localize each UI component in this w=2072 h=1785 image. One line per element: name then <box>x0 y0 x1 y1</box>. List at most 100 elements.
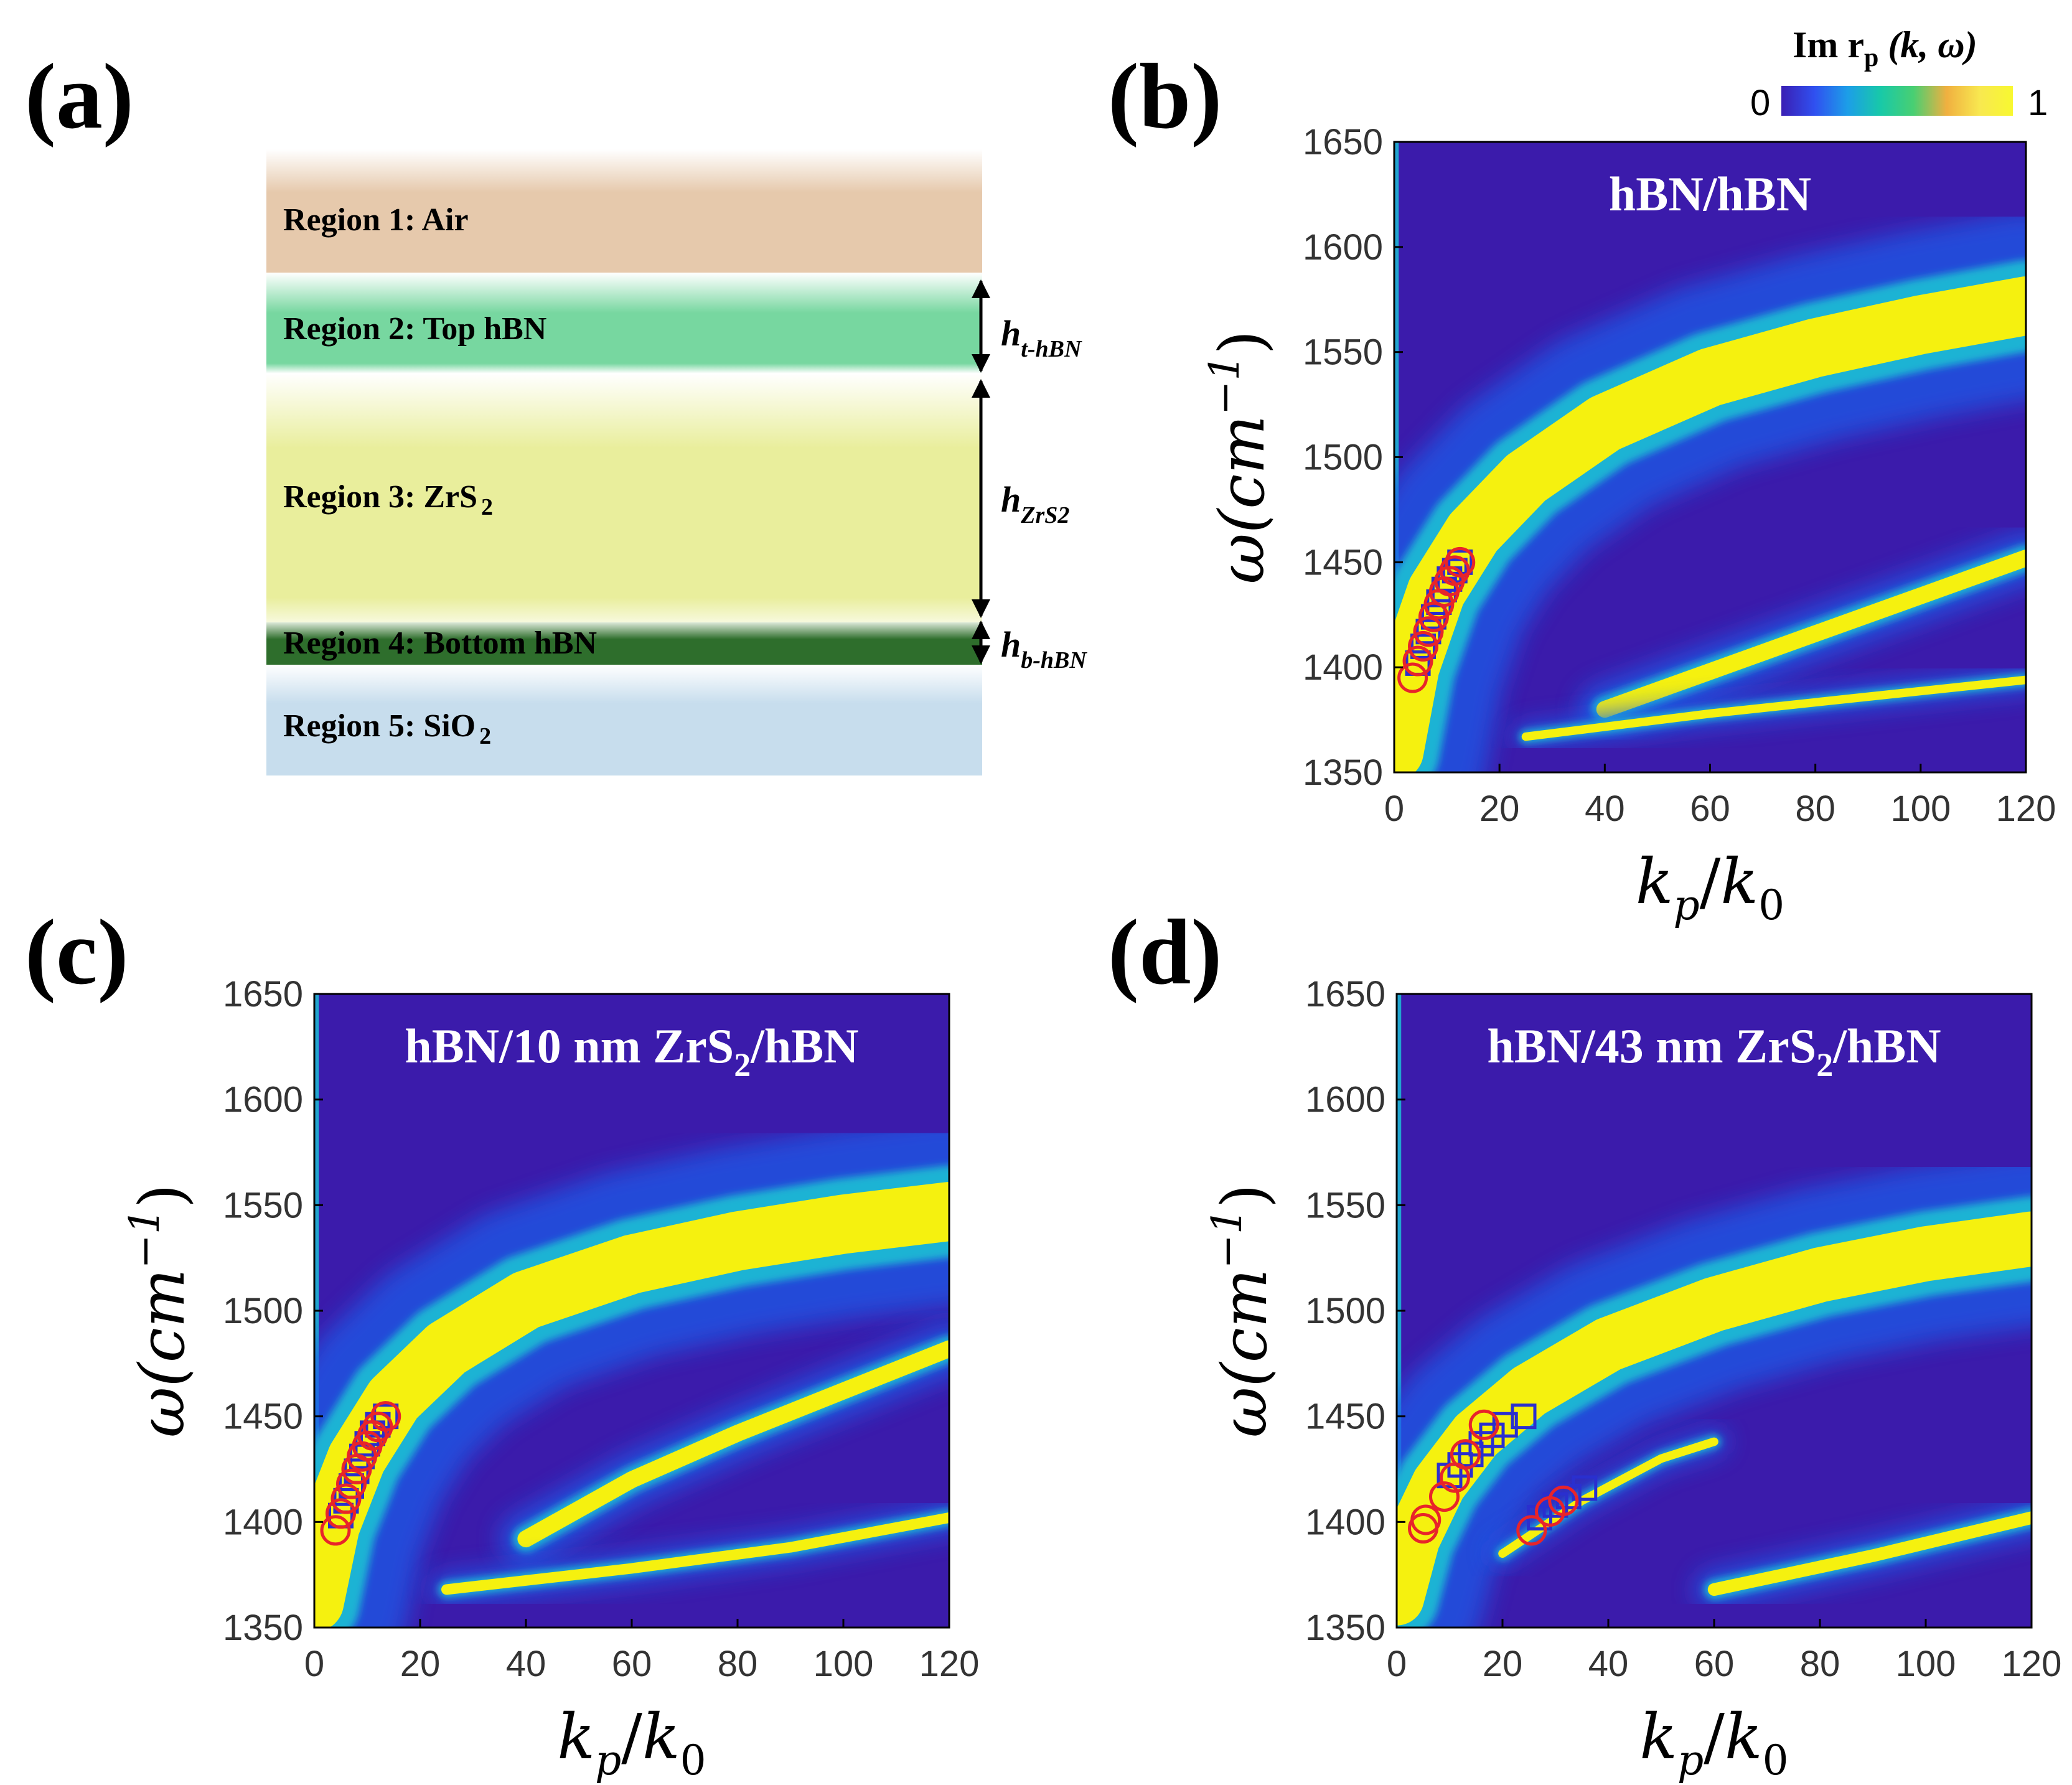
y-tick-label: 1650 <box>223 974 303 1014</box>
panel-label-d: (d) <box>1108 901 1222 1004</box>
square-marker <box>1415 619 1441 645</box>
x-tick-label: 60 <box>1690 789 1730 829</box>
circle-marker <box>362 1412 393 1443</box>
square-marker <box>1542 1492 1568 1518</box>
panel-title: hBN/43 nm ZrS2/hBN <box>1487 1019 1941 1084</box>
layer-bottom-hbn <box>266 622 982 665</box>
x-tick-label: 120 <box>2002 1644 2062 1684</box>
label-h-bottom-hbn: hb-hBN <box>1001 624 1087 673</box>
panel-label-c: (c) <box>25 901 128 1004</box>
panel-title: hBN/hBN <box>1609 167 1811 221</box>
circle-marker <box>1450 1439 1481 1470</box>
square-marker <box>1572 1475 1598 1501</box>
circle-marker <box>1413 616 1444 647</box>
colorbar-min-label: 0 <box>1750 83 1770 123</box>
x-tick-label: 80 <box>1800 1644 1840 1684</box>
y-tick-label: 1550 <box>223 1185 303 1225</box>
y-tick-label: 1650 <box>1303 122 1383 162</box>
band-second-core <box>517 1340 949 1548</box>
y-tick-label: 1600 <box>223 1080 303 1120</box>
layer-air <box>266 149 982 273</box>
band-second-core <box>1498 1437 1718 1558</box>
y-tick-label: 1350 <box>223 1608 303 1648</box>
layer-label-bottom-hbn: Region 4: Bottom hBN <box>283 625 597 661</box>
colorbar-max-label: 1 <box>2028 83 2048 123</box>
y-tick-label: 1650 <box>1305 974 1385 1014</box>
band-third-core <box>441 1512 949 1595</box>
y-tick-label: 1500 <box>223 1291 303 1331</box>
square-marker <box>1492 1412 1518 1438</box>
y-tick-label: 1350 <box>1305 1608 1385 1648</box>
band-main-core <box>314 1181 949 1628</box>
x-tick-label: 60 <box>612 1644 652 1684</box>
y-axis-label: ω(cm−1) <box>1201 330 1278 584</box>
colorbar: Im rp (k, ω) 0 1 <box>1750 24 2048 123</box>
heatmap-panel-c: hBN/10 nm ZrS2/hBN 0 20 40 60 80 100 120 1350 140… <box>121 974 979 1784</box>
circle-marker <box>1408 630 1439 662</box>
layer-label-zrs2: Region 3: ZrS 2 <box>283 479 493 520</box>
colorbar-gradient <box>1781 86 2013 116</box>
circle-marker <box>1439 555 1470 586</box>
x-tick-label: 100 <box>1890 789 1951 829</box>
circle-marker <box>326 1498 356 1529</box>
x-tick-label: 60 <box>1694 1644 1735 1684</box>
x-tick-label: 100 <box>813 1644 874 1684</box>
square-marker <box>373 1403 399 1430</box>
circle-marker <box>370 1401 401 1432</box>
x-tick-label: 40 <box>1585 789 1625 829</box>
y-tick-label: 1500 <box>1303 438 1383 478</box>
square-marker <box>1555 1484 1582 1510</box>
circle-marker <box>320 1515 351 1546</box>
label-h-zrs2: hZrS2 <box>1001 479 1069 528</box>
circle-marker <box>1402 645 1433 677</box>
y-tick-label: 1600 <box>1303 227 1383 268</box>
band-second-core <box>1596 550 2026 718</box>
x-tick-label: 100 <box>1896 1644 1956 1684</box>
circle-marker <box>1548 1485 1579 1516</box>
x-tick-label: 80 <box>1795 789 1835 829</box>
panel-label-b: (b) <box>1108 45 1222 148</box>
x-tick-label: 0 <box>1387 1644 1407 1684</box>
x-tick-label: 120 <box>919 1644 980 1684</box>
x-tick-label: 0 <box>304 1644 324 1684</box>
y-tick-label: 1400 <box>1305 1502 1385 1542</box>
band-main-core <box>1397 1211 2032 1626</box>
band-third-core <box>1521 675 2026 741</box>
y-tick-label: 1350 <box>1303 752 1383 793</box>
y-tick-label: 1400 <box>223 1502 303 1542</box>
x-axis-label: kp/k0 <box>1639 1700 1788 1784</box>
colorbar-title: Im rp (k, ω) <box>1793 24 1977 72</box>
x-tick-label: 20 <box>1483 1644 1523 1684</box>
square-marker <box>1511 1403 1537 1430</box>
y-tick-label: 1500 <box>1305 1291 1385 1331</box>
y-tick-label: 1400 <box>1303 647 1383 688</box>
circle-marker <box>1445 546 1476 578</box>
layer-label-air: Region 1: Air <box>283 202 469 238</box>
x-axis-label: kp/k0 <box>1636 845 1784 929</box>
x-tick-label: 20 <box>400 1644 441 1684</box>
circle-marker <box>1516 1515 1547 1546</box>
layer-sio2 <box>266 665 982 775</box>
x-tick-label: 40 <box>1588 1644 1629 1684</box>
label-h-top-hbn: ht-hBN <box>1001 313 1082 362</box>
heatmap-panel-b: hBN/hBN 0 20 40 60 80 100 120 1350 1400 1450 1500 15… <box>1201 122 2056 929</box>
band-third-core <box>1707 1511 2032 1596</box>
layer-label-top-hbn: Region 2: Top hBN <box>283 311 546 347</box>
x-axis-label: kp/k0 <box>557 1700 706 1784</box>
x-tick-label: 120 <box>1996 789 2056 829</box>
circle-marker <box>1468 1409 1499 1440</box>
y-tick-label: 1450 <box>223 1397 303 1437</box>
y-tick-label: 1600 <box>1305 1080 1385 1120</box>
y-tick-label: 1450 <box>1305 1397 1385 1437</box>
circle-marker <box>1397 662 1428 693</box>
circle-marker <box>330 1483 362 1514</box>
x-tick-label: 40 <box>506 1644 546 1684</box>
layer-label-sio2: Region 5: SiO 2 <box>283 708 491 749</box>
x-tick-label: 0 <box>1384 789 1404 829</box>
x-tick-label: 80 <box>718 1644 758 1684</box>
panel-title: hBN/10 nm ZrS2/hBN <box>405 1019 858 1084</box>
y-axis-label: ω(cm−1) <box>1203 1184 1281 1438</box>
panel-label-a: (a) <box>25 45 134 148</box>
layer-stack-schematic: Region 1: Air Region 2: Top hBN Region 3… <box>266 149 1087 775</box>
